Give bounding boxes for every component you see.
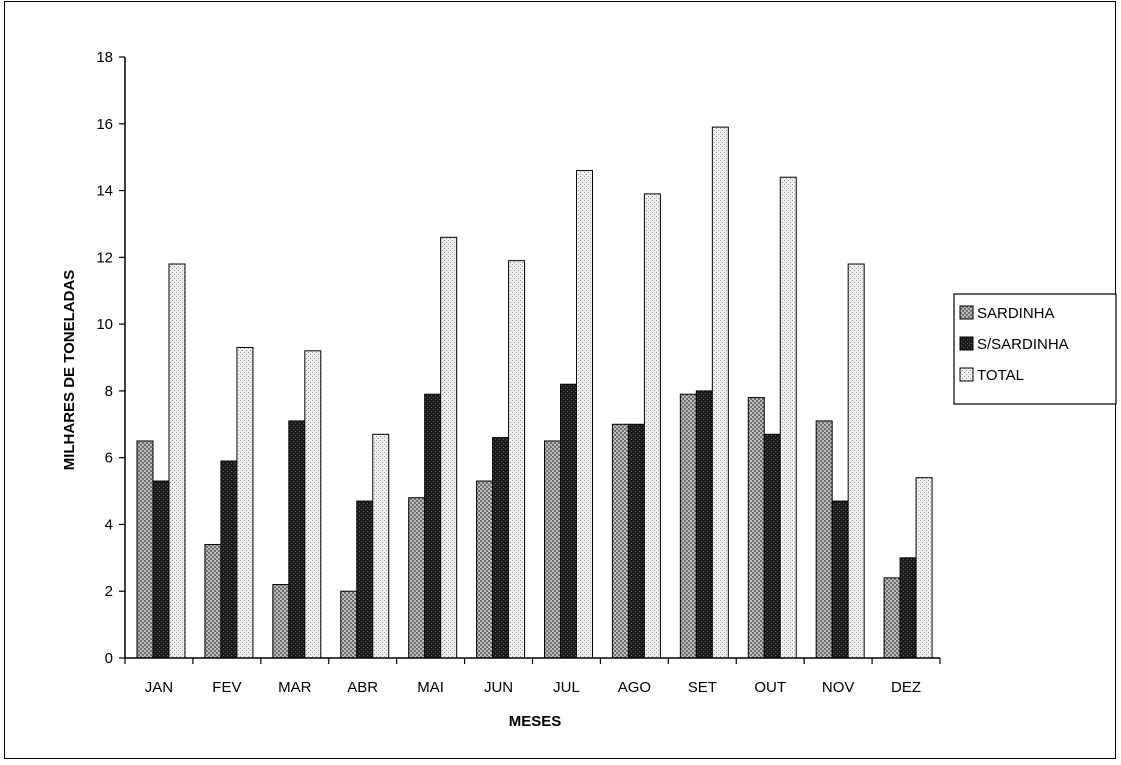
bar-total-ago (643, 193, 661, 659)
bar-ssardinha-abr (356, 500, 374, 659)
x-tick-label-jun: JUN (484, 679, 513, 696)
x-axis-title: MESES (509, 713, 562, 730)
bar-sardinha-dez (883, 577, 901, 659)
bar-ssardinha-nov (831, 500, 849, 659)
y-tick-label: 0 (105, 650, 113, 667)
bar-total-nov (847, 263, 865, 659)
y-tick-label: 14 (96, 183, 113, 200)
bar-sardinha-out (747, 397, 765, 659)
bar-total-set (711, 126, 729, 659)
bar-total-dez (915, 477, 933, 659)
y-tick-label: 16 (96, 116, 113, 133)
bar-total-jan (168, 263, 186, 659)
bar-ssardinha-mar (288, 420, 306, 659)
x-tick-label-abr: ABR (347, 679, 378, 696)
y-tick-label: 6 (105, 450, 113, 467)
bar-sardinha-fev (204, 543, 222, 659)
bar-sardinha-mar (272, 584, 290, 659)
x-tick-label-jul: JUL (553, 679, 580, 696)
bar-sardinha-ago (611, 423, 629, 659)
y-tick-label: 18 (96, 49, 113, 66)
bar-ssardinha-fev (220, 460, 238, 659)
bar-ssardinha-jun (492, 437, 510, 659)
x-tick-label-jan: JAN (145, 679, 173, 696)
bar-ssardinha-ago (627, 423, 645, 659)
bar-ssardinha-mai (424, 393, 442, 659)
x-tick-label-out: OUT (754, 679, 786, 696)
y-tick-label: 4 (105, 516, 113, 533)
y-tick-label: 8 (105, 383, 113, 400)
bar-sardinha-nov (815, 420, 833, 659)
x-tick-label-set: SET (688, 679, 717, 696)
bar-sardinha-abr (340, 590, 358, 659)
bar-total-mar (304, 350, 322, 659)
legend-box (953, 293, 1117, 405)
x-tick-label-nov: NOV (822, 679, 855, 696)
bar-total-abr (372, 433, 390, 659)
bar-ssardinha-dez (899, 557, 917, 659)
bar-ssardinha-jul (560, 383, 577, 659)
bar-total-mai (440, 236, 458, 659)
bar-total-jun (508, 260, 526, 659)
bar-sardinha-set (679, 393, 697, 659)
bar-sardinha-jan (136, 440, 154, 659)
x-tick-label-ago: AGO (618, 679, 651, 696)
y-tick-label: 10 (96, 316, 113, 333)
y-axis-title: MILHARES DE TONELADAS (61, 270, 78, 471)
bar-sardinha-jul (544, 440, 561, 659)
bar-sardinha-mai (408, 497, 426, 659)
y-tick-label: 12 (96, 249, 113, 266)
legend-swatch-sardinha (959, 305, 974, 320)
y-tick-label: 2 (105, 583, 113, 600)
legend-label-ssardinha: S/SARDINHA (977, 336, 1069, 353)
bar-ssardinha-out (763, 433, 781, 659)
legend-label-sardinha: SARDINHA (977, 305, 1055, 322)
bar-total-jul (576, 170, 593, 659)
legend-swatch-total (959, 367, 974, 382)
bar-ssardinha-jan (152, 480, 170, 659)
x-tick-label-mai: MAI (417, 679, 444, 696)
x-tick-label-dez: DEZ (891, 679, 921, 696)
x-tick-label-mar: MAR (278, 679, 312, 696)
bar-total-out (779, 176, 797, 659)
legend-swatch-ssardinha (959, 336, 974, 351)
x-tick-label-fev: FEV (212, 679, 241, 696)
legend-label-total: TOTAL (977, 367, 1024, 384)
bar-sardinha-jun (476, 480, 494, 659)
bar-ssardinha-set (695, 390, 713, 659)
bar-total-fev (236, 346, 254, 659)
